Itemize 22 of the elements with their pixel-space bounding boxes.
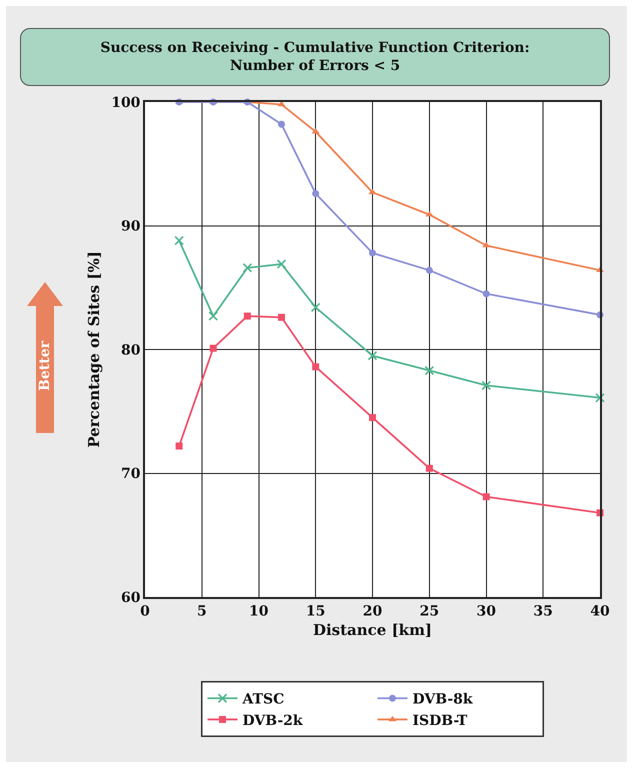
x-tick-label: 40: [590, 604, 610, 620]
legend-label: DVB-2k: [242, 712, 303, 729]
y-tick-label: 60: [120, 590, 141, 606]
x-tick-label: 15: [306, 604, 326, 620]
x-tick-label: 35: [533, 604, 553, 620]
legend-label: DVB-8k: [412, 692, 473, 708]
x-tick-label: 10: [249, 604, 269, 620]
y-tick-label: 100: [111, 94, 141, 111]
x-tick-label: 0: [140, 604, 150, 620]
chart-title: Success on Receiving - Cumulative Function Criterion: Number of Errors < 5: [20, 28, 610, 86]
text: Better: [37, 341, 53, 391]
y-tick-label: 90: [120, 218, 141, 235]
y-tick-label: 80: [120, 342, 141, 358]
x-tick-label: 20: [362, 604, 382, 620]
y-tick-label: 70: [120, 466, 141, 482]
legend-label: ATSC: [242, 692, 284, 708]
legend-label: ISDB-T: [412, 712, 468, 729]
x-tick-label: 30: [476, 604, 496, 620]
x-tick-label: 5: [197, 604, 207, 620]
x-axis-title: Distance [km]: [312, 621, 432, 640]
y-axis-title: Percentage of Sites [%]: [84, 251, 103, 448]
x-tick-label: 25: [420, 604, 440, 620]
